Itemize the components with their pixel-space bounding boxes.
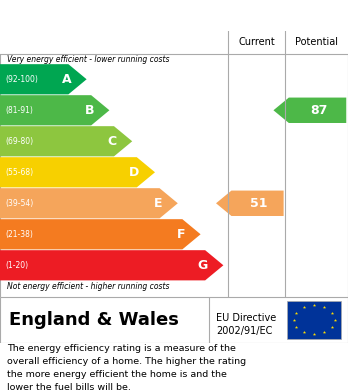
- Text: 2002/91/EC: 2002/91/EC: [216, 326, 272, 336]
- Text: The energy efficiency rating is a measure of the
overall efficiency of a home. T: The energy efficiency rating is a measur…: [7, 344, 246, 391]
- Text: Very energy efficient - lower running costs: Very energy efficient - lower running co…: [7, 55, 169, 64]
- Text: (21-38): (21-38): [5, 230, 33, 239]
- Polygon shape: [0, 188, 178, 219]
- Text: EU Directive: EU Directive: [216, 312, 276, 323]
- Text: 51: 51: [250, 197, 268, 210]
- Text: B: B: [85, 104, 94, 117]
- Text: (55-68): (55-68): [5, 168, 33, 177]
- Polygon shape: [0, 64, 87, 94]
- Text: England & Wales: England & Wales: [9, 311, 179, 329]
- Text: 87: 87: [310, 104, 328, 117]
- Text: Potential: Potential: [295, 37, 338, 47]
- Text: Current: Current: [238, 37, 275, 47]
- Polygon shape: [0, 250, 223, 280]
- Bar: [287, 301, 341, 339]
- Text: (92-100): (92-100): [5, 75, 38, 84]
- Bar: [0, 31, 348, 54]
- Text: F: F: [176, 228, 185, 241]
- Text: (69-80): (69-80): [5, 137, 33, 146]
- Polygon shape: [0, 126, 132, 156]
- Text: Not energy efficient - higher running costs: Not energy efficient - higher running co…: [7, 282, 169, 291]
- Polygon shape: [0, 95, 109, 126]
- Text: (1-20): (1-20): [5, 261, 28, 270]
- Text: (81-91): (81-91): [5, 106, 33, 115]
- Text: A: A: [62, 73, 71, 86]
- Polygon shape: [0, 219, 200, 249]
- Text: C: C: [108, 135, 117, 148]
- Text: Energy Efficiency Rating: Energy Efficiency Rating: [10, 9, 220, 23]
- Text: D: D: [129, 166, 140, 179]
- Text: (39-54): (39-54): [5, 199, 33, 208]
- Polygon shape: [0, 157, 155, 187]
- Text: E: E: [154, 197, 162, 210]
- Polygon shape: [216, 190, 284, 216]
- Text: G: G: [198, 259, 208, 272]
- Polygon shape: [274, 98, 346, 123]
